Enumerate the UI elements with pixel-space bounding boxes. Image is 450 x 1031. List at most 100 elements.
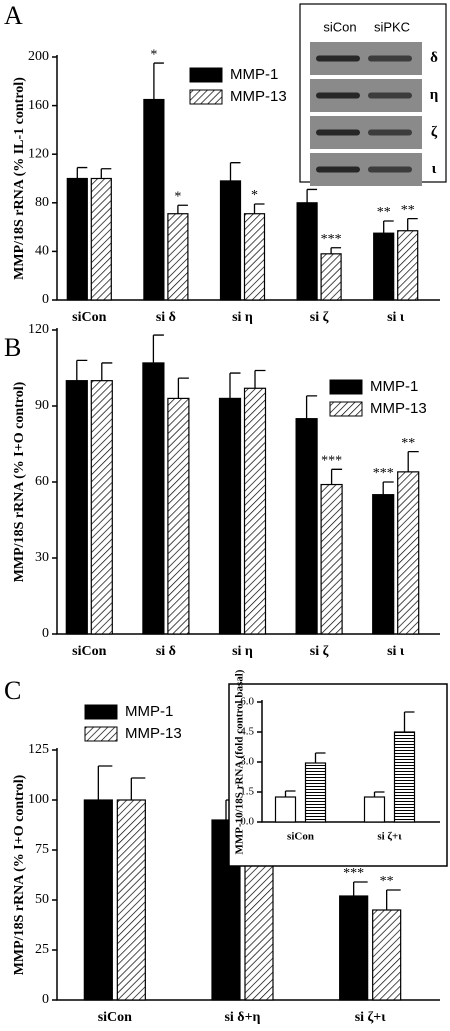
bar xyxy=(90,177,112,301)
bar xyxy=(339,895,369,1001)
x-tick-label: siCon xyxy=(287,831,314,843)
error-bar xyxy=(407,450,419,472)
error-bar xyxy=(130,777,146,800)
legend-label: MMP-13 xyxy=(230,88,287,105)
error-bar xyxy=(386,889,401,910)
bar xyxy=(320,483,343,635)
x-tick-label: siCon xyxy=(98,1010,132,1025)
y-tick-label: 100 xyxy=(28,792,49,807)
blot-column-label: siCon xyxy=(323,19,356,34)
error-bar xyxy=(330,468,343,485)
bar xyxy=(66,177,88,301)
legend-label: MMP-13 xyxy=(125,725,182,742)
legend-label: MMP-1 xyxy=(230,66,278,83)
bar xyxy=(243,387,267,635)
bar xyxy=(167,213,189,301)
error-bar xyxy=(229,372,241,399)
legend-swatch xyxy=(84,726,118,742)
x-tick-label: siCon xyxy=(72,644,106,659)
significance-label: *** xyxy=(373,466,394,481)
y-tick-label: 0.0 xyxy=(240,816,254,828)
blot-band xyxy=(316,166,360,173)
blot-band xyxy=(316,55,360,62)
y-tick-label: 160 xyxy=(28,98,49,113)
error-bar xyxy=(101,362,113,381)
x-tick-label: si δ+η xyxy=(224,1010,260,1025)
y-axis-label: MMP/18S rRNA (% IL-1 control) xyxy=(12,77,27,280)
blot-row-label: ζ xyxy=(431,124,438,140)
blot-band xyxy=(316,92,360,99)
significance-label: * xyxy=(251,188,258,203)
bar xyxy=(397,230,419,301)
legend-swatch xyxy=(329,379,363,395)
bar xyxy=(143,98,165,301)
y-tick-label: 75 xyxy=(35,842,49,857)
x-tick-label: si δ xyxy=(156,644,176,659)
legend-swatch xyxy=(189,89,223,105)
y-tick-label: 4.5 xyxy=(240,726,254,738)
y-tick-label: 0 xyxy=(42,992,49,1007)
error-bar xyxy=(153,62,164,100)
bar xyxy=(219,180,242,301)
error-bar xyxy=(383,220,394,234)
y-tick-label: 0 xyxy=(42,292,49,307)
blot-band xyxy=(368,166,412,173)
bar xyxy=(372,494,395,635)
significance-label: *** xyxy=(343,866,364,881)
significance-label: *** xyxy=(321,454,342,469)
error-bar xyxy=(177,204,188,214)
y-axis-label: MMP/18S rRNA (% I+O control) xyxy=(12,381,27,582)
x-tick-label: si ζ+ι xyxy=(377,831,402,843)
error-bar xyxy=(314,752,326,763)
y-tick-label: 80 xyxy=(35,195,49,210)
error-bar xyxy=(229,162,241,181)
bar xyxy=(397,471,420,635)
error-bar xyxy=(403,711,415,732)
y-tick-label: 1.5 xyxy=(240,786,254,798)
error-bar xyxy=(76,166,88,179)
x-tick-label: si ζ xyxy=(310,310,329,325)
x-tick-label: siCon xyxy=(72,310,106,325)
y-axis-label: MMP-10/18S rRNA (fold control basal) xyxy=(234,669,246,854)
x-tick-label: si ζ+ι xyxy=(355,1010,387,1025)
blot-row-label: η xyxy=(430,87,439,103)
error-bar xyxy=(330,247,342,254)
legend-label: MMP-1 xyxy=(125,703,173,720)
error-bar xyxy=(100,168,112,179)
significance-label: ** xyxy=(377,205,391,220)
panel-label: B xyxy=(4,333,21,362)
bar xyxy=(295,418,318,635)
y-tick-label: 0 xyxy=(42,626,49,641)
y-tick-label: 120 xyxy=(28,146,49,161)
x-tick-label: si ι xyxy=(387,310,405,325)
significance-label: ** xyxy=(401,203,415,218)
legend-swatch xyxy=(189,67,223,83)
x-tick-label: si η xyxy=(232,644,253,659)
error-bar xyxy=(306,188,318,203)
panel-label: A xyxy=(4,1,23,30)
y-tick-label: 6.0 xyxy=(240,696,254,708)
x-tick-label: si ι xyxy=(387,644,405,659)
y-tick-label: 50 xyxy=(35,892,49,907)
y-tick-label: 40 xyxy=(35,244,49,259)
y-tick-label: 30 xyxy=(35,550,49,565)
error-bar xyxy=(76,359,88,381)
error-bar xyxy=(382,481,394,495)
bar xyxy=(304,762,327,823)
x-tick-label: si ζ xyxy=(310,644,329,659)
significance-label: ** xyxy=(380,874,394,889)
bar xyxy=(274,796,297,823)
error-bar xyxy=(152,334,164,363)
error-bar xyxy=(373,791,385,797)
error-bar xyxy=(284,790,296,797)
blot-band xyxy=(368,129,412,136)
bar xyxy=(296,202,318,301)
bar xyxy=(320,253,342,301)
legend-swatch xyxy=(84,704,118,720)
error-bar xyxy=(353,881,368,896)
y-tick-label: 3.0 xyxy=(240,756,254,768)
y-tick-label: 60 xyxy=(35,474,49,489)
legend-label: MMP-1 xyxy=(370,378,418,395)
